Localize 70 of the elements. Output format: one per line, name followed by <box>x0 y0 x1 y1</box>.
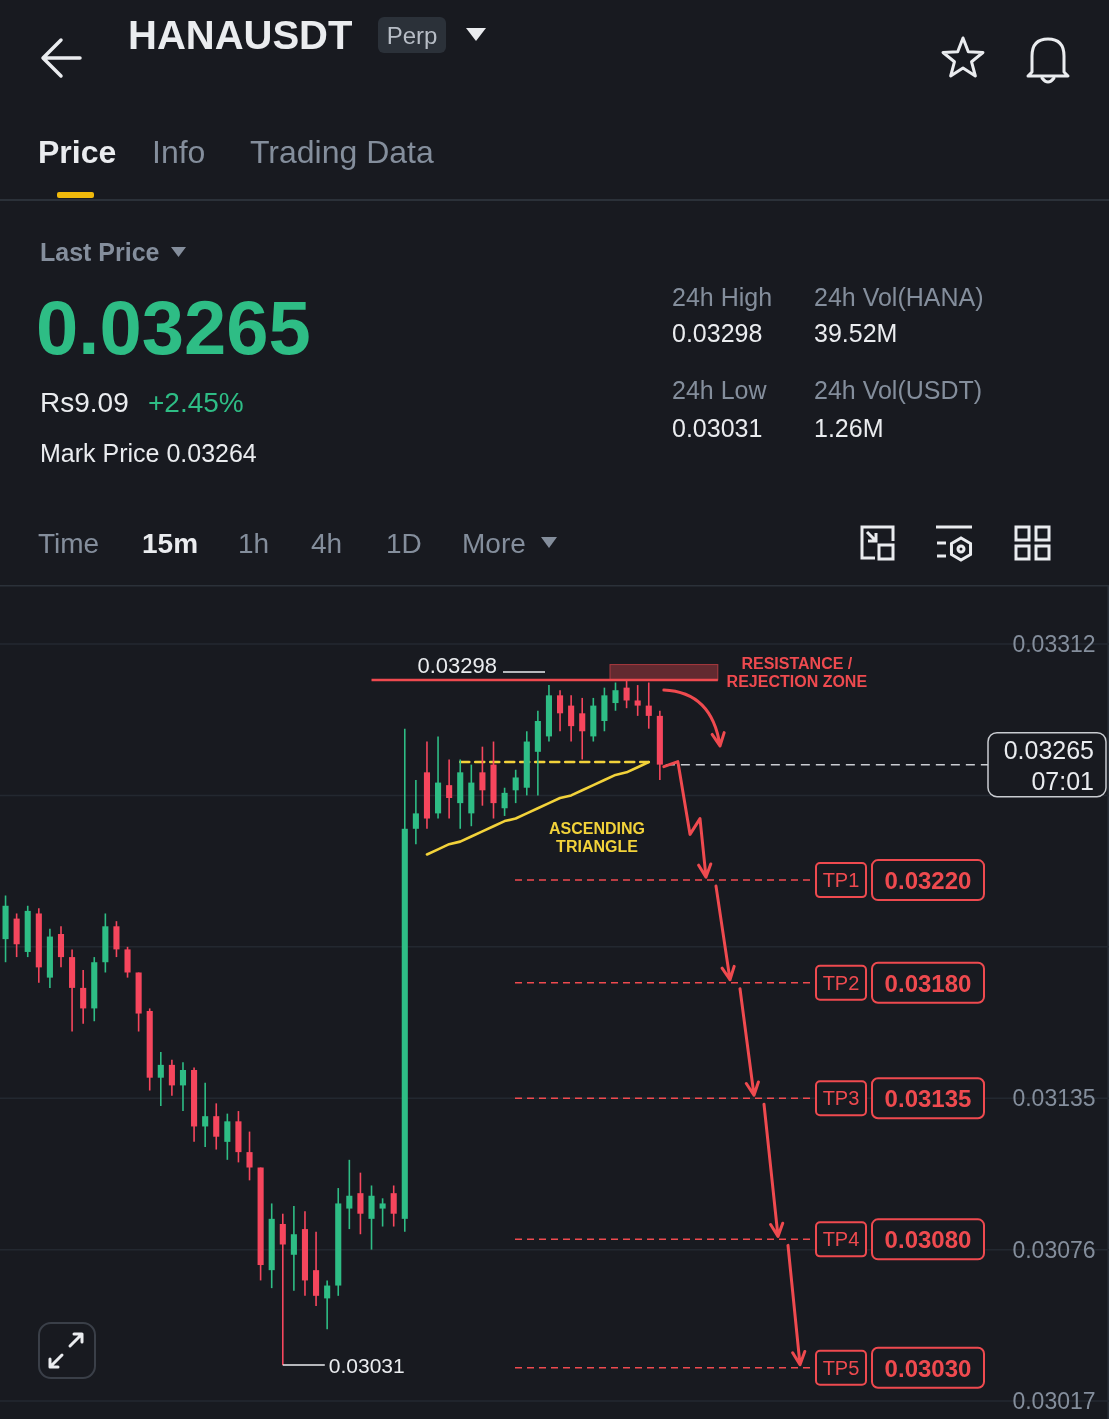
text: Price <box>38 134 117 170</box>
text: Last Price <box>40 238 160 266</box>
candlestick <box>623 679 630 709</box>
candlestick <box>279 1212 286 1366</box>
text: 0.03298 <box>672 319 763 347</box>
candlestick <box>246 1130 253 1182</box>
candlestick <box>202 1082 209 1148</box>
candlestick <box>479 745 486 807</box>
text: 24h Low <box>672 376 768 404</box>
text: 24h Vol(HANA) <box>814 283 984 311</box>
text: 1.26M <box>814 414 884 442</box>
y-tick-label: 0.03076 <box>1012 1236 1096 1263</box>
annotation: 0.03031 <box>328 1353 405 1377</box>
candlestick <box>124 946 131 979</box>
chart-title: HANAUSDT <box>128 13 353 57</box>
candlestick <box>612 681 619 712</box>
annotation: ASCENDING TRIANGLE <box>548 819 646 855</box>
candlestick <box>579 697 586 761</box>
text: 4h <box>311 527 343 559</box>
y-tick-label: 0.03312 <box>1012 631 1096 658</box>
candlestick <box>168 1058 175 1097</box>
candlestick <box>512 768 519 804</box>
text: TP5 0.03030 <box>822 1354 972 1382</box>
text: Rs9.09 <box>40 386 129 418</box>
text: Perp <box>386 21 438 49</box>
text: 15m <box>142 527 199 559</box>
candlestick <box>368 1184 375 1251</box>
candlestick <box>446 758 453 820</box>
annotation: 07:01 <box>1031 766 1094 795</box>
candlestick <box>113 920 120 958</box>
candlestick <box>557 689 564 733</box>
candlestick <box>634 684 641 717</box>
text: 24h High <box>672 283 773 311</box>
candlestick <box>57 925 65 969</box>
text: 24h Vol(USDT) <box>814 376 983 404</box>
text: TP1 0.03220 <box>822 866 972 894</box>
candlestick <box>324 1279 331 1330</box>
candlestick <box>80 969 87 1025</box>
candlestick <box>357 1171 364 1236</box>
text: 39.52M <box>814 319 898 347</box>
text: Info <box>152 134 206 170</box>
text: Time <box>38 527 100 559</box>
candlestick <box>645 681 652 730</box>
text: TP4 0.03080 <box>822 1225 972 1253</box>
text: 0.03031 <box>672 414 763 442</box>
candlestick <box>179 1061 187 1112</box>
band-label: RESISTANCE / REJECTION ZONE <box>726 654 868 690</box>
candlestick <box>213 1102 220 1151</box>
candlestick <box>290 1205 297 1292</box>
text: More <box>462 527 526 559</box>
annotation: 0.03265 <box>1003 735 1094 764</box>
candlestick <box>412 779 419 845</box>
candlestick <box>224 1112 231 1161</box>
candlestick <box>501 786 508 817</box>
text: 0.03265 <box>36 284 311 370</box>
text: Mark Price 0.03264 <box>40 439 257 467</box>
text: 1h <box>238 527 270 559</box>
y-tick-label: 0.03135 <box>1012 1085 1096 1112</box>
text: +2.45% <box>148 386 244 418</box>
text: Trading Data <box>250 134 434 170</box>
annotation: 0.03298 <box>417 653 497 679</box>
text: TP2 0.03180 <box>822 969 972 997</box>
candlestick <box>568 694 575 743</box>
y-tick-label: 0.03017 <box>1012 1388 1096 1415</box>
text: TP3 0.03135 <box>822 1084 972 1112</box>
candlestick <box>346 1159 353 1230</box>
text: 1D <box>386 527 422 559</box>
candlestick <box>390 1184 397 1228</box>
candlestick <box>157 1051 164 1107</box>
candlestick <box>379 1197 386 1228</box>
